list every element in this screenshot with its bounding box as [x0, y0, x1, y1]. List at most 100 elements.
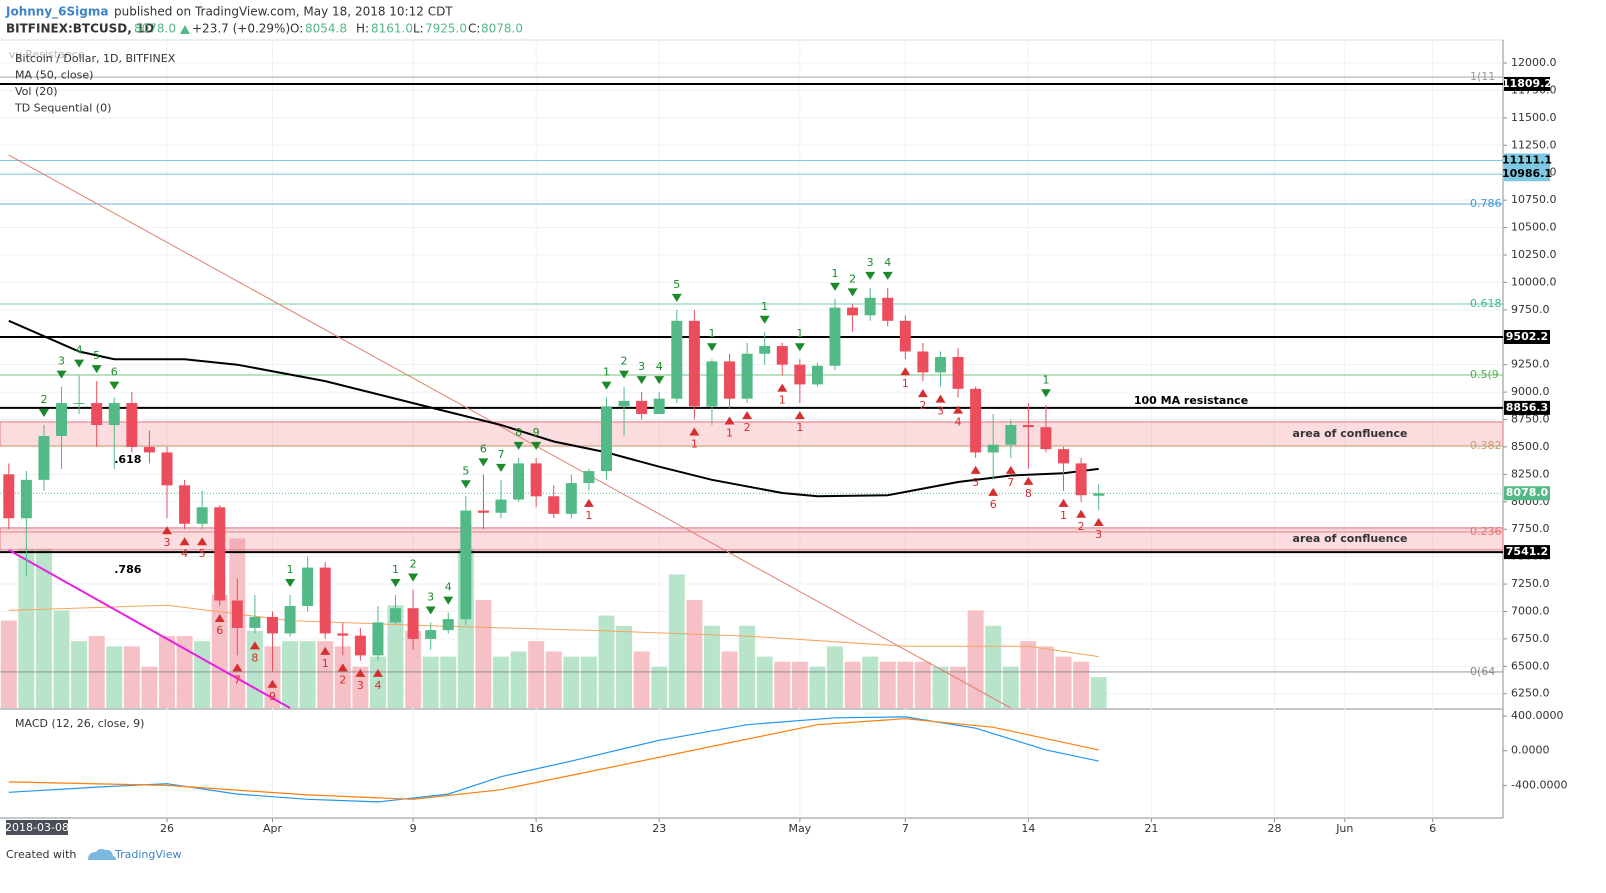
volume-bar — [791, 661, 808, 708]
candle-body — [688, 320, 700, 407]
volume-bar — [123, 646, 140, 708]
x-tick-label: 21 — [1144, 822, 1158, 835]
td-arrow — [337, 663, 348, 672]
footer: Created with TradingView — [6, 848, 181, 861]
volume-bar — [1073, 661, 1090, 708]
volume-bar — [0, 620, 17, 708]
y-tick-label: 9250.0 — [1511, 358, 1550, 371]
td-count: 7 — [498, 448, 505, 461]
candle-body — [477, 510, 489, 513]
x-tick-label: 28 — [1267, 822, 1281, 835]
volume-bar — [950, 666, 967, 708]
td-arrow — [496, 463, 506, 472]
candle-body — [952, 356, 964, 389]
volume-bar — [194, 641, 211, 708]
volume-bar — [932, 666, 949, 708]
candle-body — [882, 297, 894, 321]
td-arrow — [935, 394, 946, 403]
author[interactable]: Johnny_6Sigma — [5, 5, 108, 20]
td-count: 5 — [93, 349, 100, 362]
volume-bar — [440, 656, 457, 708]
volume-bar — [1090, 677, 1107, 708]
date-label: 2018-03-08 — [5, 821, 69, 834]
l-label: L: — [413, 22, 424, 36]
td-count: 8 — [515, 426, 522, 439]
td-count: 6 — [111, 366, 118, 379]
td-count: 3 — [427, 590, 434, 603]
volume-ma — [8, 604, 1099, 658]
zone — [0, 421, 1504, 447]
td-count: 6 — [480, 442, 487, 455]
level-label: 10986.1 — [1502, 167, 1552, 180]
candle-body — [706, 361, 718, 407]
candle-body — [319, 567, 331, 634]
td-arrow — [583, 498, 594, 507]
candle-body — [354, 635, 366, 656]
volume-bar — [264, 646, 281, 708]
level-label: 11809.2 — [1502, 77, 1552, 90]
legend-entry: MA (50, close) — [15, 69, 93, 82]
td-count: 2 — [744, 421, 751, 434]
volume-bar — [493, 656, 509, 708]
volume-bar — [369, 656, 386, 708]
legend-entry: Bitcoin / Dollar, 1D, BITFINEX — [15, 52, 176, 65]
volume-bar — [317, 641, 334, 708]
candle-body — [20, 479, 32, 519]
candle-body — [776, 346, 788, 365]
td-arrow — [56, 370, 67, 379]
level-box — [1504, 76, 1550, 91]
y-tick-label: 6250.0 — [1511, 687, 1550, 700]
zone-label: area of confluence — [1293, 427, 1408, 440]
volume-bar — [879, 661, 896, 708]
td-arrow — [865, 271, 876, 280]
volume-bar — [967, 610, 984, 708]
y-tick-label: 10000.0 — [1511, 275, 1557, 288]
fib-label: 0.786 — [1470, 197, 1502, 210]
footer-brand[interactable]: TradingView — [114, 848, 181, 861]
last-price: 8078.0 — [134, 22, 176, 36]
candle-body — [530, 463, 542, 497]
candle-body — [495, 499, 507, 513]
td-count: 4 — [181, 547, 188, 560]
x-tick-label: Jun — [1335, 822, 1353, 835]
candle-body — [829, 307, 841, 366]
td-count: 7 — [1007, 476, 1014, 489]
td-count: 1 — [1042, 373, 1049, 386]
x-tick-label: 26 — [160, 822, 174, 835]
close: 8078.0 — [481, 22, 523, 36]
footer-text: Created with — [6, 848, 76, 861]
volume-bar — [510, 651, 527, 708]
volume-bar — [141, 666, 158, 708]
td-arrow — [1040, 389, 1051, 398]
td-arrow — [777, 383, 788, 392]
volume-bar — [774, 661, 791, 708]
macd-tick-label: 400.0000 — [1511, 709, 1564, 722]
td-count: 2 — [40, 393, 47, 406]
td-count: 1 — [691, 438, 698, 451]
td-arrow — [443, 596, 454, 605]
candle-body — [671, 320, 683, 399]
trendline — [8, 154, 1012, 709]
volume-bar — [580, 656, 597, 708]
td-count: 2 — [849, 272, 856, 285]
volume-bar — [1002, 666, 1019, 708]
td-arrow — [759, 315, 770, 324]
candle-body — [91, 403, 103, 426]
td-arrow — [619, 370, 630, 379]
volume-bar — [809, 666, 826, 708]
annotation: .786 — [114, 563, 141, 576]
candle-body — [987, 444, 999, 453]
td-count: 1 — [287, 563, 294, 576]
td-arrow — [671, 293, 682, 302]
td-count: 4 — [884, 256, 891, 269]
candle-body — [214, 507, 226, 601]
td-count: 4 — [374, 679, 381, 692]
td-count: 8 — [251, 651, 258, 664]
level-box — [1504, 330, 1550, 345]
fib-label: 0.618 — [1470, 297, 1502, 310]
candle-body — [73, 403, 85, 405]
ma-line — [8, 319, 1099, 498]
candle-body — [513, 463, 525, 500]
candle-body — [583, 471, 595, 484]
volume-bar — [405, 630, 422, 708]
